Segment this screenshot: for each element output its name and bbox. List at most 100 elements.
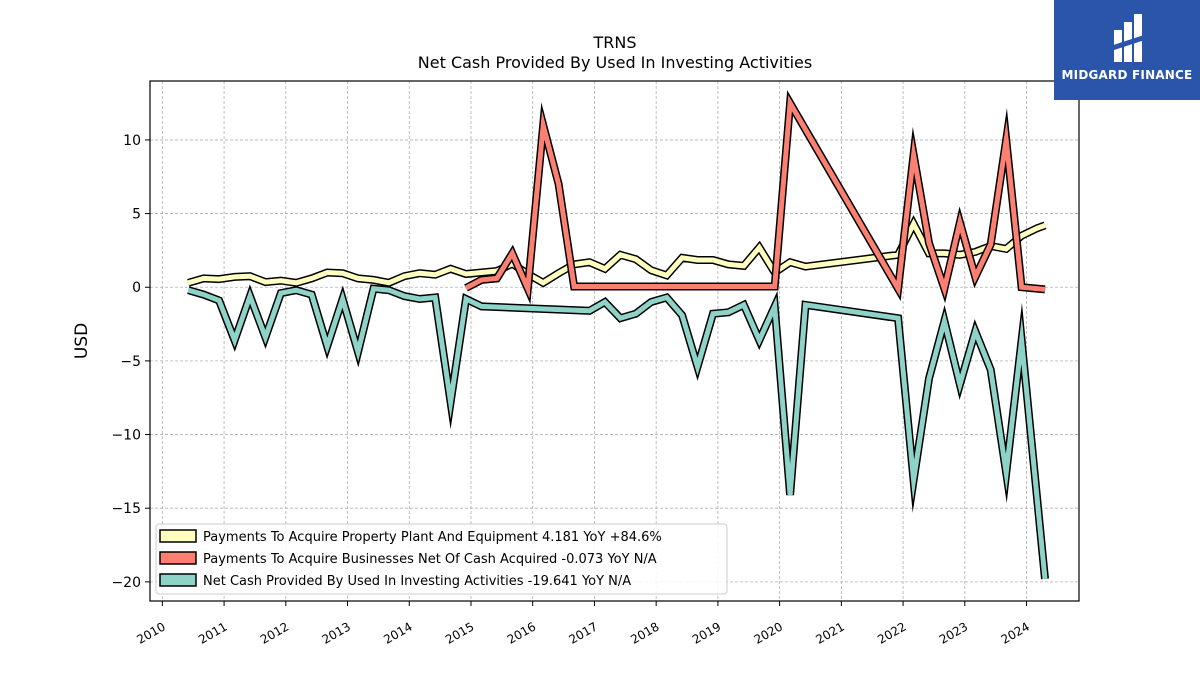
data-point bbox=[465, 287, 467, 289]
data-point bbox=[712, 313, 714, 315]
data-point bbox=[712, 259, 714, 261]
data-point bbox=[372, 288, 375, 290]
data-point bbox=[928, 377, 930, 380]
x-tick-label: 2016 bbox=[505, 619, 538, 646]
data-point bbox=[912, 154, 915, 156]
data-point bbox=[789, 494, 791, 496]
data-point bbox=[619, 317, 621, 319]
data-point bbox=[326, 345, 328, 347]
data-point bbox=[187, 289, 189, 291]
data-point bbox=[959, 383, 961, 386]
data-point bbox=[758, 246, 760, 249]
data-point bbox=[681, 314, 683, 316]
data-point bbox=[974, 276, 976, 278]
data-point bbox=[388, 289, 390, 291]
series-2 bbox=[464, 90, 1046, 305]
data-point bbox=[743, 304, 745, 306]
logo-text: MIDGARD FINANCE bbox=[1061, 68, 1193, 82]
data-point bbox=[1044, 224, 1046, 226]
legend-swatch bbox=[159, 573, 197, 587]
y-tick-label: 0 bbox=[132, 280, 141, 296]
data-point bbox=[480, 271, 483, 274]
x-tick-label: 2011 bbox=[196, 619, 229, 646]
data-point bbox=[974, 251, 976, 253]
legend-item: Payments To Acquire Businesses Net Of Ca… bbox=[159, 551, 657, 567]
x-tick-label: 2018 bbox=[628, 619, 661, 646]
data-point bbox=[480, 305, 483, 307]
data-point bbox=[696, 259, 699, 261]
series-layer bbox=[187, 90, 1049, 580]
x-axis: 2010 2011 2012 2013 2014 2015 2016 2017 2018 2019… bbox=[134, 601, 1032, 647]
data-point bbox=[419, 298, 421, 300]
data-point bbox=[357, 277, 359, 279]
x-tick-label: 2010 bbox=[134, 619, 167, 646]
x-tick-label: 2019 bbox=[690, 619, 723, 646]
data-point bbox=[233, 339, 236, 341]
series-line-outline bbox=[464, 90, 1046, 305]
data-point bbox=[789, 102, 791, 104]
y-tick-label: −10 bbox=[111, 428, 141, 444]
data-point bbox=[1044, 578, 1046, 580]
data-point bbox=[280, 292, 282, 294]
data-point bbox=[218, 299, 220, 302]
data-point bbox=[774, 305, 776, 307]
data-point bbox=[604, 301, 606, 303]
data-point bbox=[789, 261, 791, 263]
data-point bbox=[943, 288, 946, 290]
y-tick-label: 10 bbox=[123, 133, 141, 149]
chart-subtitle: Net Cash Provided By Used In Investing A… bbox=[418, 53, 812, 72]
data-point bbox=[959, 221, 961, 224]
data-point bbox=[727, 311, 729, 313]
data-point bbox=[743, 265, 745, 267]
data-point bbox=[295, 289, 297, 291]
data-point bbox=[804, 304, 807, 306]
data-point bbox=[249, 295, 251, 297]
data-point bbox=[326, 271, 328, 274]
data-point bbox=[372, 279, 375, 281]
data-point bbox=[249, 275, 251, 277]
data-point bbox=[434, 274, 436, 276]
data-point bbox=[1020, 235, 1023, 237]
data-point bbox=[450, 268, 452, 270]
data-point bbox=[388, 282, 390, 284]
y-axis: 10 5 0 −5 −10 −15 −20 bbox=[111, 133, 150, 591]
data-point bbox=[943, 252, 946, 254]
data-point bbox=[403, 295, 405, 297]
data-point bbox=[450, 401, 452, 403]
series-line bbox=[187, 218, 1046, 286]
legend-swatch bbox=[159, 551, 197, 565]
data-point bbox=[588, 310, 591, 312]
data-point bbox=[804, 266, 807, 268]
legend-label: Payments To Acquire Property Plant And E… bbox=[203, 530, 662, 545]
legend-box bbox=[155, 523, 728, 595]
data-point bbox=[619, 254, 621, 256]
data-point bbox=[635, 313, 637, 315]
data-point bbox=[1044, 288, 1046, 291]
data-point bbox=[542, 282, 544, 284]
series-line bbox=[464, 94, 1046, 299]
legend-label: Payments To Acquire Businesses Net Of Ca… bbox=[203, 552, 657, 567]
data-point bbox=[542, 124, 544, 126]
data-point bbox=[341, 272, 344, 274]
data-point bbox=[588, 261, 591, 263]
data-point bbox=[341, 298, 344, 300]
data-point bbox=[465, 273, 467, 275]
y-tick-label: −15 bbox=[111, 501, 141, 517]
legend-label: Net Cash Provided By Used In Investing A… bbox=[203, 574, 631, 589]
data-point bbox=[264, 281, 267, 283]
x-tick-label: 2020 bbox=[752, 619, 785, 646]
data-point bbox=[650, 269, 652, 271]
data-point bbox=[187, 282, 189, 284]
plot-frame bbox=[149, 80, 1080, 602]
data-point bbox=[558, 183, 560, 185]
data-point bbox=[434, 296, 436, 299]
data-point bbox=[1036, 227, 1038, 229]
data-point bbox=[758, 339, 760, 341]
x-tick-label: 2023 bbox=[937, 619, 970, 646]
data-point bbox=[666, 296, 668, 299]
data-point bbox=[727, 263, 729, 265]
data-point bbox=[912, 479, 915, 481]
logo-mark-icon bbox=[1112, 14, 1147, 62]
data-point bbox=[635, 258, 637, 260]
